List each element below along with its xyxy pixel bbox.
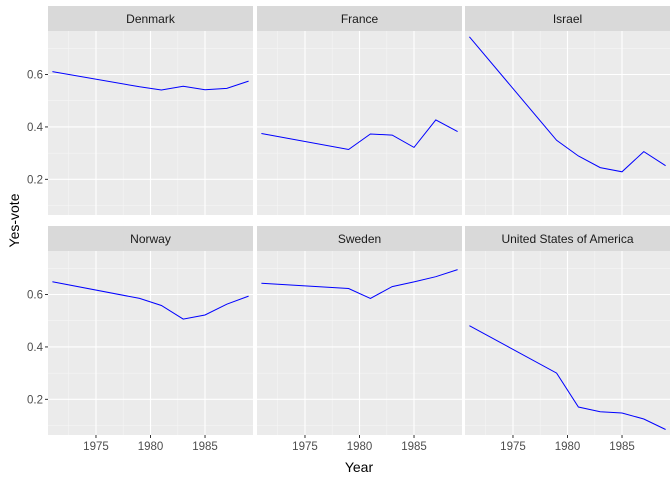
panel-strip bbox=[257, 226, 462, 251]
panel-strip-label: Sweden bbox=[338, 232, 381, 246]
panel-united-states-of-america: United States of America bbox=[465, 226, 670, 435]
panel-strip bbox=[257, 6, 462, 31]
y-tick-label: 0.6 bbox=[27, 290, 43, 302]
panel-strip-label: Israel bbox=[553, 12, 582, 26]
panel-strip-label: France bbox=[341, 12, 379, 26]
chart-axes: 0.2 0.4 0.6 0.2 0.4 0.6 1975 1980 1985 1975 1980 19… bbox=[27, 70, 635, 453]
series-line bbox=[261, 269, 458, 299]
x-tick-label: 1980 bbox=[138, 441, 164, 453]
panel-strip-label: United States of America bbox=[501, 232, 633, 246]
y-tick-label: 0.2 bbox=[27, 394, 43, 406]
series-line bbox=[469, 36, 666, 173]
x-tick-label: 1985 bbox=[609, 441, 635, 453]
y-tick-label: 0.2 bbox=[27, 174, 43, 186]
panel-strip bbox=[465, 6, 670, 31]
x-tick-label: 1980 bbox=[347, 441, 373, 453]
y-tick-label: 0.4 bbox=[27, 342, 44, 354]
panel-israel: Israel bbox=[465, 6, 670, 215]
panel-france: France bbox=[257, 6, 462, 215]
y-tick-label: 0.6 bbox=[27, 70, 43, 82]
series-line bbox=[52, 71, 249, 91]
y-tick-label: 0.4 bbox=[27, 122, 44, 134]
series-line bbox=[469, 325, 666, 430]
x-tick-label: 1985 bbox=[401, 441, 427, 453]
chart-panels: Denmark France Israel Norway Sweden United St… bbox=[48, 6, 670, 435]
panel-strip bbox=[465, 226, 670, 251]
panel-strip-label: Norway bbox=[130, 232, 171, 246]
x-tick-label: 1985 bbox=[192, 441, 218, 453]
x-tick-label: 1975 bbox=[83, 441, 109, 453]
panel-strip bbox=[48, 226, 253, 251]
x-axis-title: Year bbox=[345, 459, 374, 475]
x-tick-label: 1975 bbox=[500, 441, 526, 453]
y-axis-title: Yes-vote bbox=[6, 193, 22, 247]
panel-norway: Norway bbox=[48, 226, 253, 435]
panel-denmark: Denmark bbox=[48, 6, 253, 215]
panel-strip bbox=[48, 6, 253, 31]
series-line bbox=[52, 281, 249, 320]
x-tick-label: 1975 bbox=[292, 441, 318, 453]
x-tick-label: 1980 bbox=[555, 441, 581, 453]
panel-sweden: Sweden bbox=[257, 226, 462, 435]
panel-strip-label: Denmark bbox=[126, 12, 176, 26]
series-line bbox=[261, 119, 458, 151]
